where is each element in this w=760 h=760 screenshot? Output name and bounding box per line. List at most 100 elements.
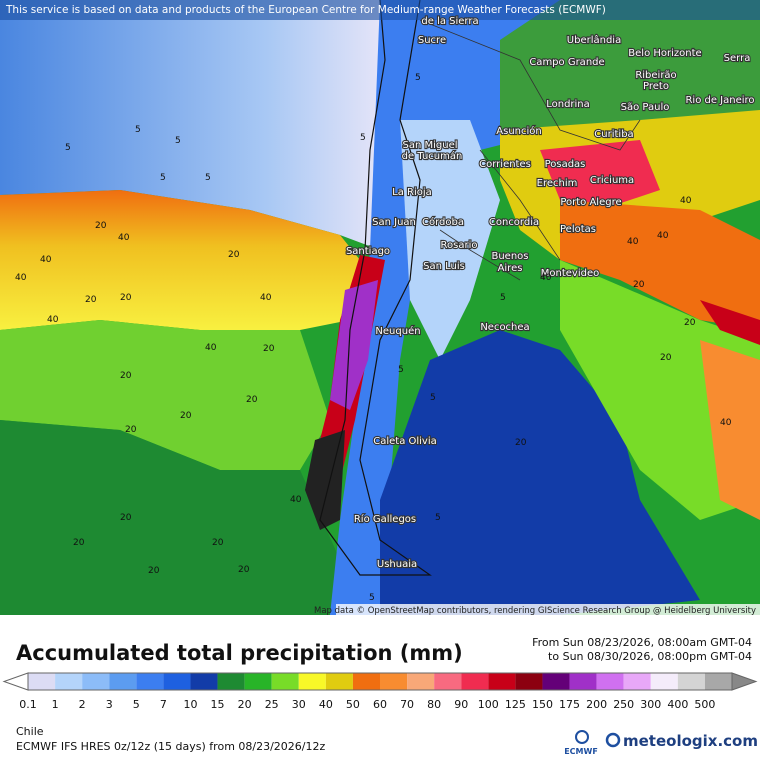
city-label: Aires xyxy=(498,263,523,274)
legend-label: 25 xyxy=(265,698,279,711)
city-label: Londrina xyxy=(546,99,590,110)
contour-label: 20 xyxy=(246,395,258,405)
color-swatch xyxy=(28,673,56,690)
contour-label: 20 xyxy=(73,538,85,548)
contour-label: 20 xyxy=(120,371,132,381)
city-label: Concordia xyxy=(489,217,539,228)
color-swatch xyxy=(650,673,678,690)
city-label: Caleta Olivia xyxy=(373,436,437,447)
color-swatch xyxy=(380,673,408,690)
contour-label: 5 xyxy=(415,73,421,83)
contour-label: 5 xyxy=(205,173,211,183)
ecmwf-logo: ECMWF xyxy=(564,747,598,756)
color-swatch xyxy=(488,673,516,690)
contour-label: 20 xyxy=(684,318,696,328)
legend-label: 150 xyxy=(532,698,553,711)
contour-label: 20 xyxy=(148,566,160,576)
contour-label: 40 xyxy=(290,495,302,505)
contour-label: 40 xyxy=(40,255,52,265)
region: Chile xyxy=(16,725,44,738)
legend-title: Accumulated total precipitation (mm) xyxy=(16,641,463,665)
city-label: Porto Alegre xyxy=(560,197,621,208)
legend-label: 1 xyxy=(52,698,59,711)
color-swatch xyxy=(190,673,218,690)
legend-label: 125 xyxy=(505,698,526,711)
legend-label: 200 xyxy=(586,698,607,711)
color-swatch xyxy=(461,673,489,690)
color-swatch xyxy=(298,673,326,690)
contour-label: 20 xyxy=(633,280,645,290)
model: ECMWF IFS HRES 0z/12z (15 days) from 08/… xyxy=(16,740,326,753)
color-swatch xyxy=(82,673,110,690)
city-label: Curitiba xyxy=(594,129,633,140)
contour-label: 40 xyxy=(205,343,217,353)
contour-label: 20 xyxy=(228,250,240,260)
city-label: Buenos xyxy=(491,251,528,262)
legend-label: 100 xyxy=(478,698,499,711)
legend-label: 40 xyxy=(319,698,333,711)
ecmwf-icon xyxy=(575,730,589,744)
contour-label: 5 xyxy=(500,293,506,303)
color-swatch xyxy=(704,673,732,690)
contour-label: 20 xyxy=(120,513,132,523)
legend-label: 90 xyxy=(454,698,468,711)
city-label: de la Sierra xyxy=(421,16,478,27)
contour-labels: 5 5 5 5 5 5 5 20 40 20 40 40 20 40 20 40 20 20 20 20 20 20 40 2… xyxy=(15,73,732,603)
color-swatch xyxy=(136,673,164,690)
contour-label: 5 xyxy=(360,133,366,143)
city-label: Criciuma xyxy=(590,175,634,186)
legend-label: 50 xyxy=(346,698,360,711)
city-label: Uberlândia xyxy=(567,34,621,46)
contour-label: 5 xyxy=(175,136,181,146)
legend-label: 5 xyxy=(133,698,140,711)
color-swatch xyxy=(244,673,272,690)
contour-label: 40 xyxy=(720,418,732,428)
contour-label: 40 xyxy=(657,231,669,241)
city-label: Rio de Janeiro xyxy=(685,95,754,106)
city-label: Campo Grande xyxy=(529,57,604,68)
color-swatch xyxy=(325,673,353,690)
arrow-left xyxy=(2,672,29,691)
contour-label: 20 xyxy=(238,565,250,575)
contour-label: 20 xyxy=(125,425,137,435)
city-label: Ribeirão xyxy=(635,70,676,81)
color-swatch xyxy=(163,673,191,690)
contour-label: 40 xyxy=(680,196,692,206)
legend-label: 15 xyxy=(211,698,225,711)
color-swatch xyxy=(407,673,435,690)
city-label: San Miguel xyxy=(402,140,457,151)
city-labels: de la Sierra Sucre Uberlândia Belo Horizont… xyxy=(345,15,756,571)
brand: meteologix.com xyxy=(623,732,758,750)
contour-label: 5 xyxy=(398,365,404,375)
contour-label: 40 xyxy=(15,273,27,283)
color-swatch xyxy=(677,673,705,690)
city-label: Río Gallegos xyxy=(354,513,416,525)
city-label: Córdoba xyxy=(422,216,464,228)
color-swatch xyxy=(271,673,299,690)
legend-label: 2 xyxy=(79,698,86,711)
city-label: Pelotas xyxy=(560,224,596,235)
city-label: San Juan xyxy=(372,217,416,228)
contour-label: 20 xyxy=(120,293,132,303)
color-swatch xyxy=(623,673,651,690)
legend-label: 70 xyxy=(400,698,414,711)
color-swatch xyxy=(352,673,380,690)
contour-label: 40 xyxy=(627,237,639,247)
legend-label: 500 xyxy=(694,698,715,711)
contour-label: 20 xyxy=(515,438,527,448)
city-label: Sucre xyxy=(418,35,446,46)
city-label: Posadas xyxy=(545,159,586,170)
period-end: to Sun 08/30/2026, 08:00pm GMT-04 xyxy=(548,650,752,663)
city-label: Santiago xyxy=(346,246,390,257)
contour-label: 20 xyxy=(85,295,97,305)
notice: This service is based on data and produc… xyxy=(5,4,606,16)
city-label: Ushuaia xyxy=(377,559,417,570)
legend-label: 175 xyxy=(559,698,580,711)
attribution: Map data © OpenStreetMap contributors, r… xyxy=(314,606,756,616)
colorbar: 0.1 1 2 3 5 7 10 15 20 25 30 40 50 60 70 80 90 100 125 150 1… xyxy=(2,672,758,711)
city-label: Neuquén xyxy=(375,325,420,337)
color-swatch xyxy=(542,673,570,690)
contour-label: 40 xyxy=(47,315,59,325)
